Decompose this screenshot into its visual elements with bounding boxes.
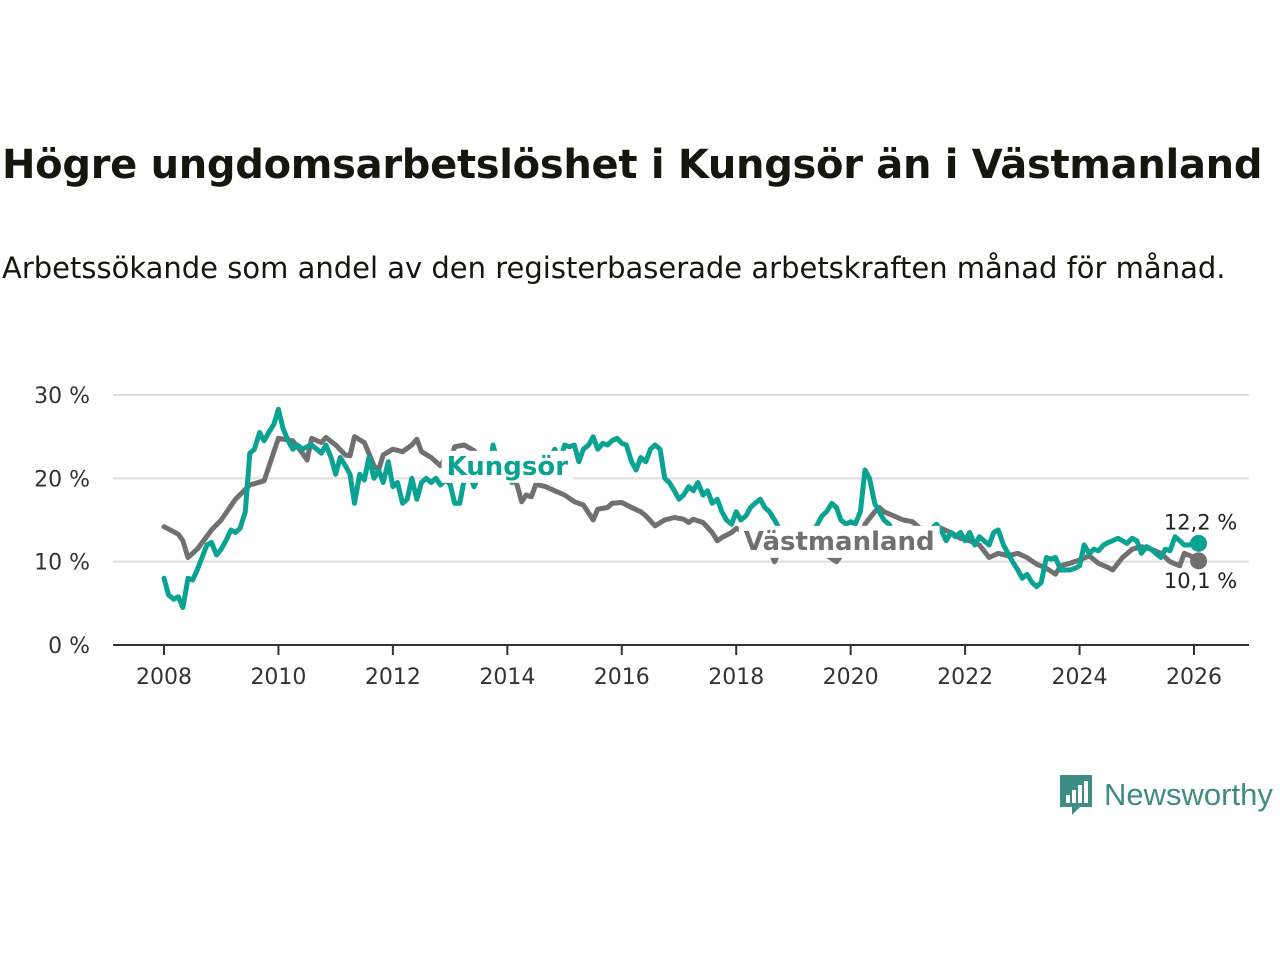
series-line-vastmanland bbox=[161, 434, 1202, 577]
series-label-kungsor: Kungsör bbox=[447, 452, 569, 482]
x-tick-label: 2022 bbox=[937, 665, 993, 690]
x-tick-label: 2010 bbox=[250, 665, 306, 690]
chart-title: Högre ungdomsarbetslöshet i Kungsör än i… bbox=[2, 142, 1263, 188]
end-label-vastmanland: 10,1 % bbox=[1164, 569, 1237, 593]
y-tick-label: 0 % bbox=[48, 634, 90, 659]
series-label-kungsor-background bbox=[441, 450, 574, 483]
x-tick-label: 2016 bbox=[594, 665, 650, 690]
end-dot-vastmanland bbox=[1190, 552, 1208, 570]
y-tick-label: 30 % bbox=[34, 384, 90, 409]
chart-subtitle: Arbetssökande som andel av den registerb… bbox=[2, 251, 1226, 285]
newsworthy-logo: Newsworthy bbox=[1058, 773, 1273, 817]
x-tick-label: 2012 bbox=[365, 665, 421, 690]
x-tick-label: 2014 bbox=[479, 665, 535, 690]
x-tick-label: 2008 bbox=[136, 665, 192, 690]
series-label-vastmanland: Västmanland bbox=[744, 527, 935, 557]
end-label-kungsor: 12,2 % bbox=[1164, 510, 1237, 534]
series-label-vastmanland-background bbox=[738, 525, 940, 558]
newsworthy-logo-text: Newsworthy bbox=[1104, 777, 1273, 812]
y-tick-label: 20 % bbox=[34, 467, 90, 492]
x-tick-label: 2020 bbox=[823, 665, 879, 690]
x-tick-label: 2024 bbox=[1052, 665, 1108, 690]
series-line-kungsor bbox=[161, 406, 1202, 610]
end-dot-kungsor bbox=[1190, 534, 1208, 552]
x-tick-label: 2026 bbox=[1166, 665, 1222, 690]
newsworthy-logo-icon bbox=[1060, 775, 1092, 815]
y-tick-label: 10 % bbox=[34, 551, 90, 576]
x-tick-label: 2018 bbox=[708, 665, 764, 690]
